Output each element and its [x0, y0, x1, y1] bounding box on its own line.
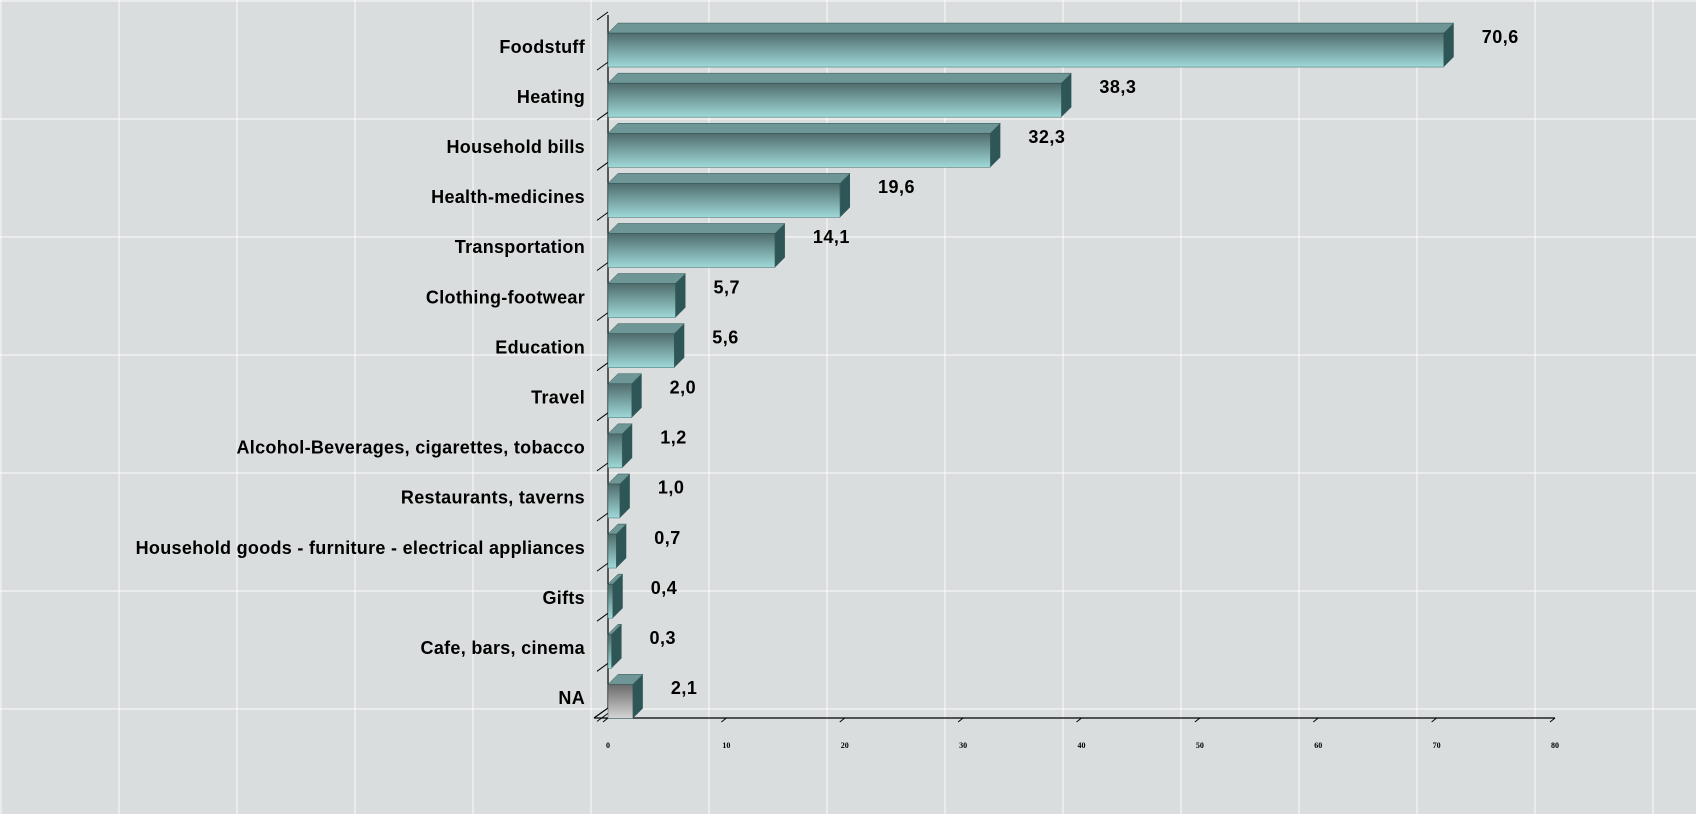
category-label: Clothing-footwear	[426, 287, 585, 307]
axis-corner	[593, 707, 609, 719]
category-label: Foodstuff	[499, 37, 585, 57]
bar-side	[1443, 23, 1454, 68]
category-label: Alcohol-Beverages, cigarettes, tobacco	[236, 438, 585, 458]
y-tick	[596, 562, 609, 572]
x-tick-label: 30	[959, 741, 967, 750]
x-tick	[1076, 717, 1082, 723]
y-tick	[596, 712, 609, 722]
x-tick	[721, 717, 727, 723]
y-tick	[596, 662, 609, 672]
bar-shade	[608, 584, 613, 619]
value-label: 19,6	[878, 177, 915, 197]
category-label: Health-medicines	[431, 187, 585, 207]
x-tick	[1549, 717, 1556, 723]
value-label: 14,1	[813, 227, 850, 247]
bar-side	[619, 473, 630, 518]
bar-top	[607, 72, 1072, 84]
bar-side	[631, 373, 642, 418]
category-label: Transportation	[455, 237, 585, 257]
bar-side	[674, 323, 685, 368]
bar-shade	[608, 83, 1062, 118]
category-label: Education	[495, 337, 585, 357]
x-tick-label: 40	[1078, 741, 1086, 750]
bar-side	[632, 674, 643, 719]
x-tick-label: 0	[606, 741, 610, 750]
value-label: 1,2	[660, 428, 687, 448]
bar-shade	[608, 534, 617, 569]
y-tick	[596, 312, 609, 322]
y-tick	[596, 61, 609, 71]
bar-shade	[608, 383, 632, 418]
bar-shade	[608, 33, 1444, 68]
x-tick-label: 50	[1196, 741, 1204, 750]
x-tick	[1312, 717, 1319, 723]
y-tick	[596, 262, 609, 271]
category-label: Travel	[531, 388, 585, 408]
y-tick	[596, 512, 609, 522]
category-label: Restaurants, taverns	[401, 488, 585, 508]
category-label: NA	[558, 688, 585, 708]
x-tick	[602, 717, 609, 723]
value-label: 70,6	[1482, 27, 1519, 47]
bar-side	[990, 123, 1001, 168]
value-label: 5,6	[712, 327, 739, 347]
value-label: 2,1	[671, 678, 698, 698]
value-label: 0,7	[654, 528, 681, 548]
bar-shade	[608, 483, 620, 518]
bar-top	[607, 22, 1455, 34]
x-tick-label: 80	[1551, 741, 1559, 750]
value-label: 0,4	[651, 578, 678, 598]
x-tick-label: 10	[722, 741, 730, 750]
bar-side	[1061, 73, 1072, 118]
bar-top	[607, 223, 786, 234]
value-label: 2,0	[670, 378, 697, 398]
category-label: Household bills	[446, 137, 585, 157]
bar-shade	[608, 433, 623, 468]
y-tick	[596, 412, 609, 422]
bar-side	[616, 524, 627, 569]
bar-shade	[608, 684, 633, 719]
bar-side	[675, 273, 686, 318]
x-tick-label: 20	[841, 741, 849, 750]
bar-shade	[608, 133, 991, 168]
category-label: Cafe, bars, cinema	[421, 638, 586, 658]
bar-top	[607, 173, 851, 184]
bar-shade	[608, 283, 676, 318]
bar-shade	[608, 333, 675, 368]
x-tick-label: 70	[1433, 741, 1441, 750]
x-tick	[1431, 717, 1437, 723]
x-tick	[957, 717, 964, 723]
bar-side	[622, 423, 633, 468]
bar-top	[607, 273, 687, 284]
bar-top	[607, 323, 685, 334]
value-label: 32,3	[1028, 127, 1065, 147]
y-tick	[596, 362, 609, 372]
category-label: Household goods - furniture - electrical…	[136, 538, 585, 558]
category-label: Gifts	[542, 588, 585, 608]
category-label: Heating	[517, 87, 585, 107]
bar-side	[840, 173, 851, 218]
y-tick	[596, 462, 609, 472]
bar-shade	[608, 183, 841, 218]
value-label: 1,0	[658, 478, 685, 498]
y-tick	[596, 111, 609, 121]
bar-shade	[608, 634, 612, 669]
value-label: 38,3	[1099, 77, 1136, 97]
y-tick	[596, 211, 609, 221]
bar-side	[612, 574, 623, 619]
x-tick	[1194, 717, 1201, 723]
x-tick-label: 60	[1314, 741, 1322, 750]
value-label: 0,3	[650, 628, 677, 648]
bar-shade	[608, 233, 775, 268]
y-tick	[596, 11, 609, 21]
x-tick	[839, 717, 846, 723]
value-label: 5,7	[713, 277, 740, 297]
y-tick	[596, 612, 609, 622]
bar-top	[607, 123, 1001, 134]
bar-side	[774, 223, 785, 268]
y-tick	[596, 161, 609, 171]
bar-side	[611, 624, 622, 669]
